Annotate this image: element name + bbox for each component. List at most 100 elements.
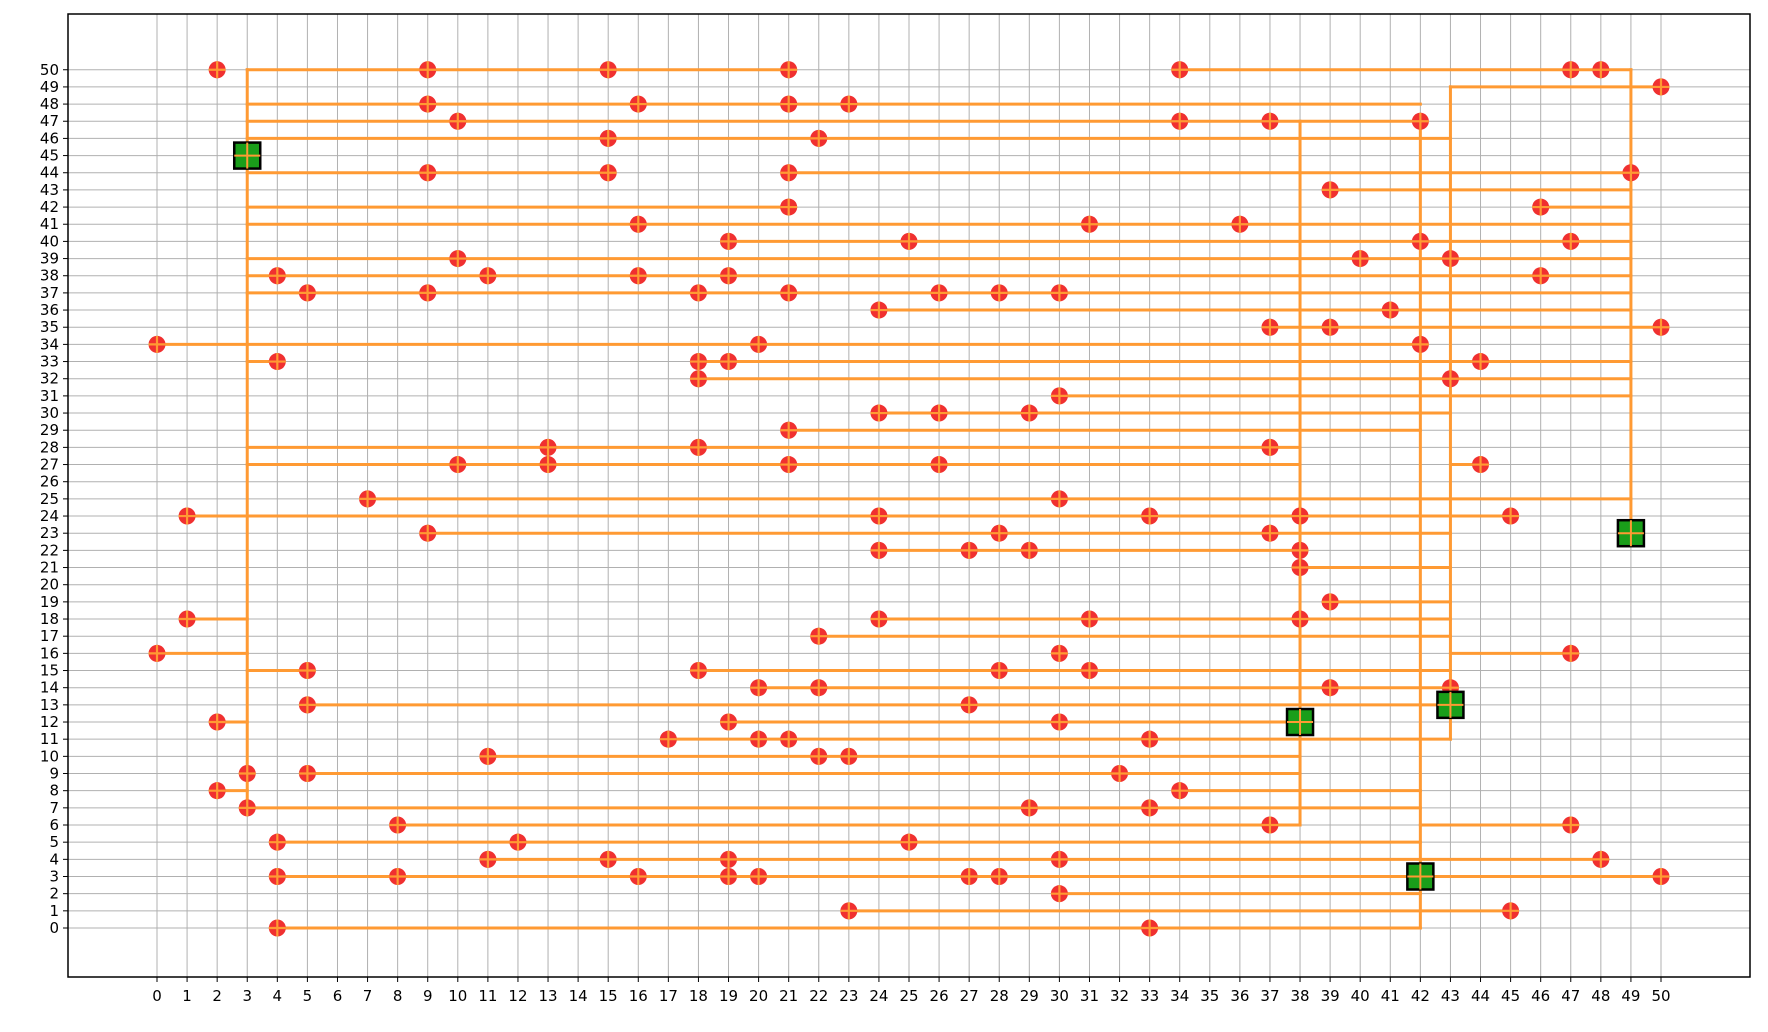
y-tick-label: 2 (49, 885, 59, 903)
y-tick-label: 23 (40, 524, 59, 542)
x-tick-label: 2 (212, 987, 222, 1005)
y-tick-label: 13 (40, 696, 59, 714)
x-tick-label: 30 (1050, 987, 1069, 1005)
y-tick-label: 41 (40, 215, 59, 233)
x-tick-label: 46 (1531, 987, 1550, 1005)
x-tick-label: 34 (1170, 987, 1189, 1005)
y-tick-label: 46 (40, 129, 59, 147)
y-tick-label: 38 (40, 267, 59, 285)
x-tick-label: 29 (1020, 987, 1039, 1005)
sink-layer (232, 141, 1646, 891)
x-tick-label: 8 (393, 987, 403, 1005)
x-tick-label: 0 (152, 987, 162, 1005)
x-tick-label: 25 (899, 987, 918, 1005)
y-tick-label: 37 (40, 284, 59, 302)
y-tick-label: 43 (40, 181, 59, 199)
y-tick-label: 15 (40, 662, 59, 680)
y-tick-label: 35 (40, 318, 59, 336)
y-tick-label: 0 (49, 919, 59, 937)
x-tick-label: 45 (1501, 987, 1520, 1005)
y-tick-label: 47 (40, 112, 59, 130)
y-tick-label: 27 (40, 456, 59, 474)
y-tick-label: 6 (49, 816, 59, 834)
y-tick-label: 48 (40, 95, 59, 113)
y-tick-label: 39 (40, 250, 59, 268)
y-tick-label: 50 (40, 61, 59, 79)
x-tick-label: 18 (689, 987, 708, 1005)
x-tick-label: 47 (1561, 987, 1580, 1005)
y-tick-label: 4 (49, 850, 59, 868)
x-tick-label: 16 (629, 987, 648, 1005)
x-tick-label: 26 (930, 987, 949, 1005)
y-tick-label: 16 (40, 644, 59, 662)
x-tick-label: 1 (182, 987, 192, 1005)
x-tick-label: 9 (423, 987, 433, 1005)
y-tick-label: 8 (49, 782, 59, 800)
x-tick-label: 28 (990, 987, 1009, 1005)
y-tick-label: 12 (40, 713, 59, 731)
y-tick-label: 25 (40, 490, 59, 508)
y-tick-label: 40 (40, 232, 59, 250)
x-tick-label: 36 (1230, 987, 1249, 1005)
y-tick-label: 42 (40, 198, 59, 216)
y-tick-label: 11 (40, 730, 59, 748)
y-tick-label: 31 (40, 387, 59, 405)
x-tick-label: 49 (1621, 987, 1640, 1005)
x-tick-label: 10 (448, 987, 467, 1005)
y-axis: 0123456789101112131415161718192021222324… (40, 61, 68, 937)
x-tick-label: 24 (869, 987, 888, 1005)
y-tick-label: 17 (40, 627, 59, 645)
x-tick-label: 37 (1260, 987, 1279, 1005)
x-tick-label: 42 (1411, 987, 1430, 1005)
y-tick-label: 30 (40, 404, 59, 422)
x-tick-label: 13 (538, 987, 557, 1005)
x-tick-label: 3 (242, 987, 252, 1005)
x-tick-label: 20 (749, 987, 768, 1005)
y-tick-label: 33 (40, 353, 59, 371)
x-tick-label: 40 (1351, 987, 1370, 1005)
y-tick-label: 3 (49, 868, 59, 886)
y-tick-label: 45 (40, 147, 59, 165)
x-tick-label: 11 (478, 987, 497, 1005)
x-tick-label: 15 (599, 987, 618, 1005)
y-tick-label: 20 (40, 576, 59, 594)
x-axis: 0 1 2 3 4 5 6 7 8 9 10 11 12 13 14 15 16 17 18 19 20 21 22 23 24… (152, 977, 1671, 1005)
x-tick-label: 21 (779, 987, 798, 1005)
y-tick-label: 1 (49, 902, 59, 920)
x-tick-label: 35 (1200, 987, 1219, 1005)
y-tick-label: 26 (40, 473, 59, 491)
pin-layer (148, 61, 1670, 937)
y-tick-label: 44 (40, 164, 59, 182)
y-tick-label: 14 (40, 679, 59, 697)
x-tick-label: 48 (1591, 987, 1610, 1005)
plot-frame (67, 13, 1751, 978)
x-tick-label: 38 (1290, 987, 1309, 1005)
x-tick-label: 50 (1651, 987, 1670, 1005)
x-tick-label: 44 (1471, 987, 1490, 1005)
x-tick-label: 12 (508, 987, 527, 1005)
x-tick-label: 33 (1140, 987, 1159, 1005)
x-tick-label: 27 (960, 987, 979, 1005)
y-tick-label: 24 (40, 507, 59, 525)
y-tick-label: 19 (40, 593, 59, 611)
y-tick-label: 5 (49, 833, 59, 851)
x-tick-label: 6 (333, 987, 343, 1005)
y-tick-label: 29 (40, 421, 59, 439)
x-tick-label: 43 (1441, 987, 1460, 1005)
y-tick-label: 36 (40, 301, 59, 319)
x-tick-label: 4 (273, 987, 283, 1005)
x-tick-label: 32 (1110, 987, 1129, 1005)
x-tick-label: 14 (569, 987, 588, 1005)
y-tick-label: 49 (40, 78, 59, 96)
y-tick-label: 21 (40, 559, 59, 577)
y-tick-label: 9 (49, 765, 59, 783)
y-tick-label: 34 (40, 335, 59, 353)
y-tick-label: 28 (40, 438, 59, 456)
x-tick-label: 17 (659, 987, 678, 1005)
x-tick-label: 22 (809, 987, 828, 1005)
x-tick-label: 23 (839, 987, 858, 1005)
y-tick-label: 18 (40, 610, 59, 628)
x-tick-label: 31 (1080, 987, 1099, 1005)
x-tick-label: 19 (719, 987, 738, 1005)
